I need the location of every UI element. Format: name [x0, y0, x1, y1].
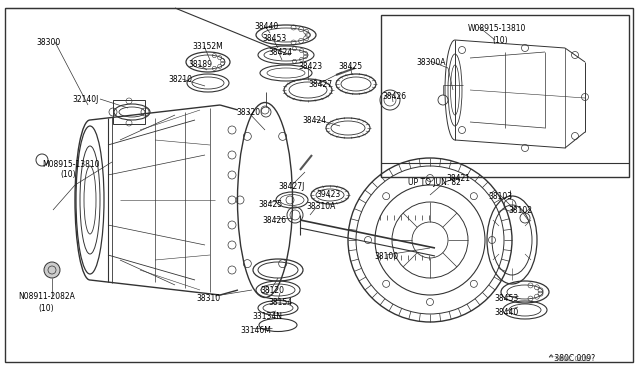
- Text: 38426: 38426: [262, 216, 286, 225]
- Text: 39423: 39423: [316, 190, 340, 199]
- Text: W08915-13810: W08915-13810: [468, 24, 526, 33]
- Text: 38453: 38453: [262, 34, 286, 43]
- Text: 38427J: 38427J: [278, 182, 305, 191]
- Bar: [113, 100, 145, 124]
- Text: 38421: 38421: [446, 174, 470, 183]
- Text: 38424: 38424: [268, 48, 292, 57]
- Text: 38310A: 38310A: [306, 202, 335, 211]
- Text: M08915-13810: M08915-13810: [42, 160, 99, 169]
- Text: 38154: 38154: [268, 298, 292, 307]
- Text: 33134N: 33134N: [252, 312, 282, 321]
- Text: 38103: 38103: [488, 192, 512, 201]
- Text: 38300A: 38300A: [416, 58, 445, 67]
- Text: 38427: 38427: [308, 80, 332, 89]
- Text: 38320: 38320: [236, 108, 260, 117]
- Text: 38440: 38440: [494, 308, 518, 317]
- Text: (10): (10): [38, 304, 54, 313]
- Text: 38440: 38440: [254, 22, 278, 31]
- Circle shape: [44, 262, 60, 278]
- Text: 38424: 38424: [302, 116, 326, 125]
- Text: 38425: 38425: [258, 200, 282, 209]
- Text: 38100: 38100: [374, 252, 398, 261]
- Text: 38120: 38120: [260, 286, 284, 295]
- Text: 33152M: 33152M: [192, 42, 223, 51]
- Text: 38210: 38210: [168, 75, 192, 84]
- Text: 38102: 38102: [508, 206, 532, 215]
- Text: 38426: 38426: [382, 92, 406, 101]
- Text: 38453: 38453: [494, 294, 518, 303]
- Text: 38189: 38189: [188, 60, 212, 69]
- Text: N08911-2082A: N08911-2082A: [18, 292, 75, 301]
- Text: 33146M: 33146M: [240, 326, 271, 335]
- Text: 38423: 38423: [298, 62, 322, 71]
- Text: (10): (10): [492, 36, 508, 45]
- Text: 38300: 38300: [36, 38, 60, 47]
- Bar: [381, 15, 629, 177]
- Text: 38310: 38310: [196, 294, 220, 303]
- Text: UP TO JUN.'82: UP TO JUN.'82: [408, 178, 461, 187]
- Text: ^380C 009?: ^380C 009?: [548, 356, 591, 362]
- Text: 32140J: 32140J: [72, 95, 99, 104]
- Text: 38425: 38425: [338, 62, 362, 71]
- Text: (10): (10): [60, 170, 76, 179]
- Text: ^380C 009?: ^380C 009?: [548, 354, 595, 363]
